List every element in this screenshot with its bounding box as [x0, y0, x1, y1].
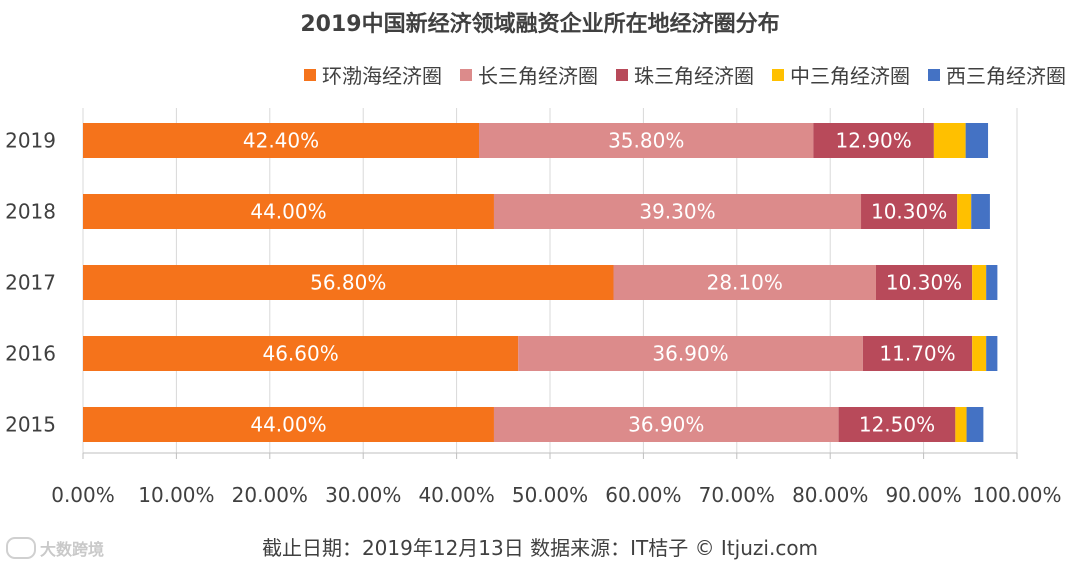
data-label: 36.90%	[652, 342, 728, 366]
bar-segment	[838, 407, 956, 442]
legend-swatch	[616, 68, 628, 81]
x-tick-label: 70.00%	[699, 483, 775, 507]
legend-swatch	[304, 68, 316, 81]
data-label: 44.00%	[250, 200, 326, 224]
legend-label: 中三角经济圈	[790, 64, 910, 88]
bar-segment	[861, 194, 958, 229]
bar-segment	[986, 265, 998, 300]
bar-segment	[986, 336, 998, 371]
data-label: 42.40%	[243, 129, 319, 153]
bar-segment	[613, 265, 876, 300]
x-tick-label: 40.00%	[418, 483, 494, 507]
data-label: 10.30%	[871, 200, 947, 224]
x-tick-label: 50.00%	[512, 483, 588, 507]
y-category-label: 2019	[5, 129, 56, 153]
bar-segment	[83, 336, 519, 371]
y-category-label: 2018	[5, 200, 56, 224]
y-category-label: 2017	[5, 271, 56, 295]
bar-segment	[83, 194, 494, 229]
watermark-logo-icon	[6, 537, 36, 559]
legend-item: 长三角经济圈	[460, 60, 598, 89]
data-label: 46.60%	[262, 342, 338, 366]
bar-segment	[971, 194, 990, 229]
chart-plot: 0.00% 10.00% 20.00% 30.00% 40.00% 50.00% 60.00…	[5, 108, 1062, 507]
data-label: 12.90%	[835, 129, 911, 153]
x-tick-label: 30.00%	[325, 483, 401, 507]
bar-segment	[933, 123, 966, 158]
bar-segment	[972, 336, 987, 371]
bar-segment	[955, 407, 967, 442]
bar-segment	[493, 194, 862, 229]
legend-label: 西三角经济圈	[946, 64, 1066, 88]
legend-label: 珠三角经济圈	[634, 64, 754, 88]
data-label: 35.80%	[608, 129, 684, 153]
watermark: 大数跨境	[6, 536, 104, 560]
bar-segment	[479, 123, 814, 158]
bar-segment	[875, 265, 973, 300]
data-label: 56.80%	[310, 271, 386, 295]
bar-segment	[966, 407, 984, 442]
chart-title: 2019中国新经济领域融资企业所在地经济圈分布	[300, 12, 780, 37]
bar-segment	[972, 265, 987, 300]
bar-segment	[957, 194, 972, 229]
bar-segment	[965, 123, 989, 158]
x-tick-label: 0.00%	[51, 483, 115, 507]
legend-item: 西三角经济圈	[928, 60, 1066, 89]
legend: 环渤海经济圈 长三角经济圈 珠三角经济圈 中三角经济圈 西三角经济圈	[304, 60, 1066, 89]
legend-swatch	[772, 68, 784, 81]
data-label: 10.30%	[886, 271, 962, 295]
x-tick-label: 100.00%	[973, 483, 1062, 507]
bar-segment	[83, 123, 480, 158]
bar-segment	[862, 336, 973, 371]
bar-segment	[83, 265, 614, 300]
bar-segment	[813, 123, 934, 158]
watermark-text: 大数跨境	[40, 540, 105, 559]
legend-swatch	[460, 68, 472, 81]
y-category-label: 2015	[5, 413, 56, 437]
x-tick-label: 80.00%	[792, 483, 868, 507]
legend-label: 环渤海经济圈	[322, 64, 442, 88]
x-tick-label: 20.00%	[232, 483, 308, 507]
legend-label: 长三角经济圈	[478, 64, 598, 88]
data-label: 39.30%	[639, 200, 715, 224]
bar-segment	[493, 407, 839, 442]
x-tick-label: 10.00%	[138, 483, 214, 507]
x-tick-label: 90.00%	[885, 483, 961, 507]
x-tick-label: 60.00%	[605, 483, 681, 507]
y-category-label: 2016	[5, 342, 56, 366]
data-label: 28.10%	[707, 271, 783, 295]
data-label: 12.50%	[859, 413, 935, 437]
legend-swatch	[928, 68, 940, 81]
legend-item: 珠三角经济圈	[616, 60, 754, 89]
data-label: 11.70%	[879, 342, 955, 366]
bar-segment	[83, 407, 494, 442]
legend-item: 中三角经济圈	[772, 60, 910, 89]
legend-item: 环渤海经济圈	[304, 60, 442, 89]
data-label: 44.00%	[250, 413, 326, 437]
bar-segment	[518, 336, 863, 371]
source-footer: 截止日期：2019年12月13日 数据来源：IT桔子 © Itjuzi.com	[261, 536, 819, 560]
data-label: 36.90%	[628, 413, 704, 437]
